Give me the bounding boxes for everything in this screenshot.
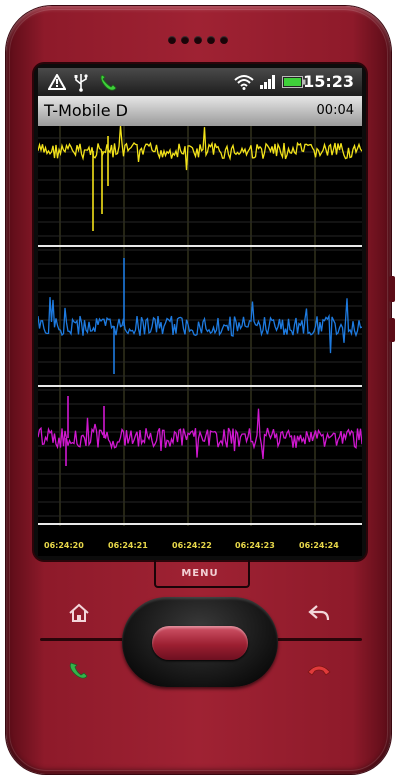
series-line-0 bbox=[38, 126, 362, 171]
home-button[interactable] bbox=[66, 600, 92, 626]
elapsed-timer: 00:04 bbox=[316, 103, 354, 118]
end-call-button[interactable] bbox=[306, 657, 332, 683]
menu-button[interactable]: MENU bbox=[181, 568, 219, 579]
back-button[interactable] bbox=[306, 600, 332, 626]
back-icon bbox=[308, 605, 330, 621]
battery-icon bbox=[282, 76, 306, 88]
signal-chart bbox=[38, 126, 362, 526]
phone-rim bbox=[9, 9, 388, 771]
x-tick-label: 06:24:22 bbox=[172, 541, 212, 550]
app-title: T-Mobile D bbox=[44, 101, 128, 120]
status-time: 15:23 bbox=[303, 72, 354, 91]
x-tick-label: 06:24:21 bbox=[108, 541, 148, 550]
series-line-1 bbox=[38, 297, 362, 354]
end-call-icon bbox=[307, 665, 331, 676]
wifi-icon bbox=[234, 75, 254, 90]
trackball[interactable] bbox=[152, 626, 248, 660]
series-line-2 bbox=[38, 408, 362, 459]
call-icon bbox=[69, 662, 88, 679]
screen: 15:23 T-Mobile D 00:04 06:24:20 06:24:21 0… bbox=[38, 68, 362, 556]
x-tick-label: 06:24:24 bbox=[299, 541, 339, 550]
signal-icon bbox=[260, 75, 275, 89]
call-in-progress-icon bbox=[100, 74, 117, 91]
home-icon bbox=[69, 603, 89, 622]
x-tick-label: 06:24:23 bbox=[235, 541, 275, 550]
app-title-bar: T-Mobile D 00:04 bbox=[38, 96, 362, 127]
status-bar: 15:23 bbox=[38, 68, 362, 96]
call-button[interactable] bbox=[66, 657, 92, 683]
signal-plot: 06:24:20 06:24:21 06:24:22 06:24:23 06:24:24 bbox=[38, 126, 362, 556]
warning-icon bbox=[48, 74, 66, 90]
usb-icon bbox=[74, 74, 88, 92]
x-tick-label: 06:24:20 bbox=[44, 541, 84, 550]
volume-key[interactable] bbox=[389, 276, 395, 302]
key-divider-left bbox=[40, 638, 124, 641]
camera-key[interactable] bbox=[389, 318, 395, 342]
earpiece-speaker bbox=[168, 36, 228, 46]
key-divider-right bbox=[276, 638, 362, 641]
menu-key-frame bbox=[154, 560, 250, 588]
